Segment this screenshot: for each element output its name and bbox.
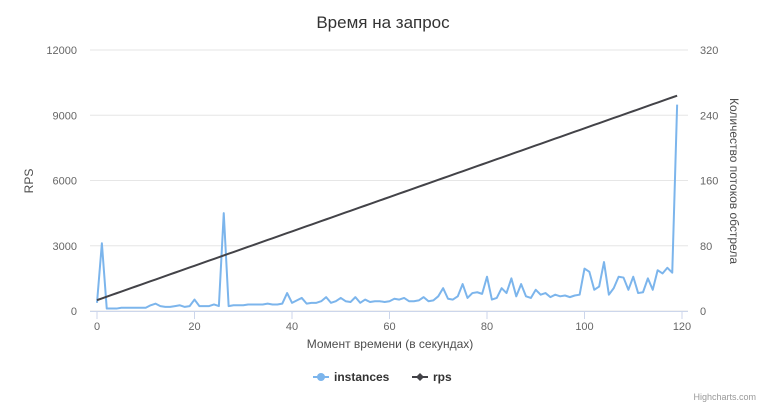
y-tick-label: 9000 [53,110,77,122]
y-tick-label: 0 [71,306,77,318]
series-line [96,94,678,302]
legend-marker [317,373,325,381]
legend-label[interactable]: instances [334,370,390,384]
y-tick-label: 6000 [53,176,77,188]
x-tick-label: 0 [94,321,100,333]
x-tick-label: 20 [188,321,200,333]
y-tick-label: 12000 [46,45,77,57]
x-tick-label: 60 [383,321,395,333]
y2-tick-label: 160 [700,176,718,188]
x-tick-label: 100 [575,321,593,333]
y2-tick-label: 80 [700,241,712,253]
y2-axis-title: Количество потоков обстрела [727,98,741,264]
chart-title: Время на запрос [316,13,450,32]
legend-marker [416,373,424,381]
x-tick-label: 40 [286,321,298,333]
y-axis-title: RPS [22,169,36,194]
credits[interactable]: Highcharts.com [693,392,756,402]
y2-tick-label: 0 [700,306,706,318]
x-tick-label: 120 [673,321,691,333]
y2-tick-label: 320 [700,45,718,57]
legend-label[interactable]: rps [433,370,452,384]
x-tick-label: 80 [481,321,493,333]
y2-tick-label: 240 [700,110,718,122]
series-line [96,104,679,310]
x-axis-title: Момент времени (в секундах) [307,337,474,351]
y-tick-label: 3000 [53,241,77,253]
